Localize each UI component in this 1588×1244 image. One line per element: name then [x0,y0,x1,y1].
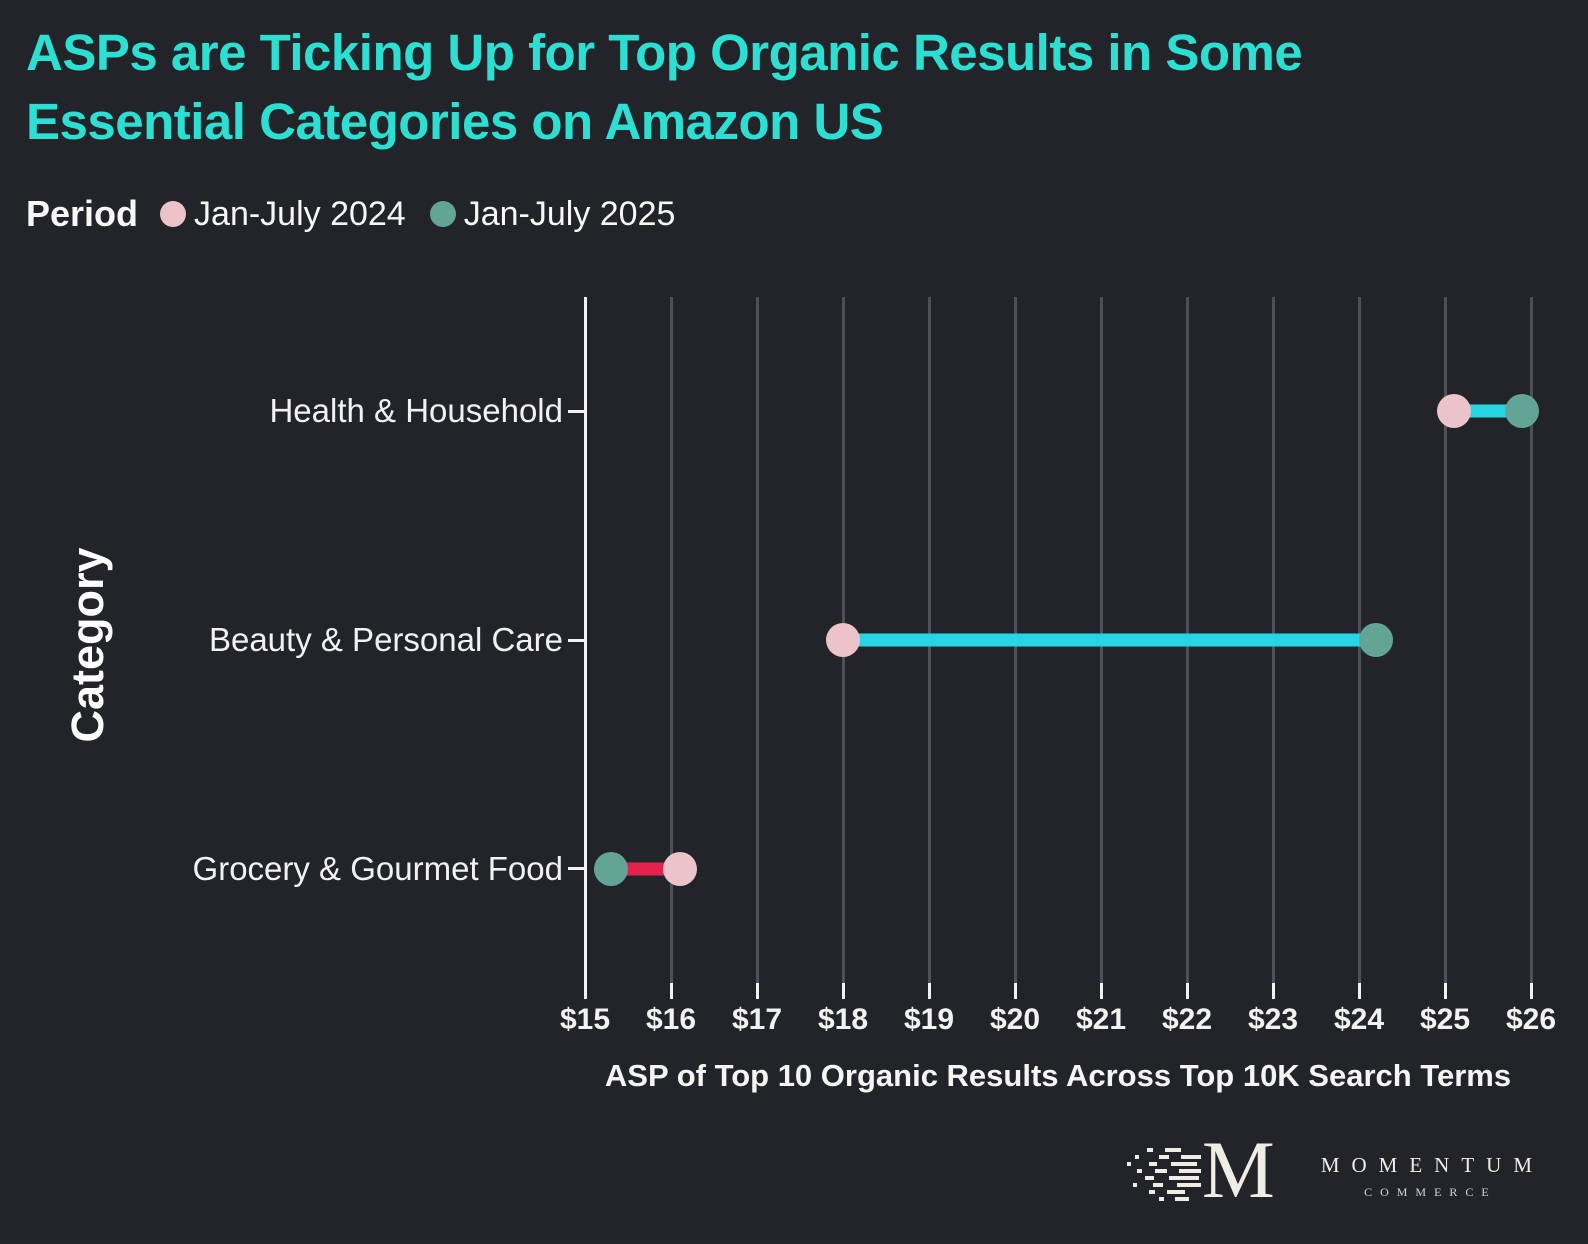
legend-title: Period [26,193,139,234]
x-tick-label: $21 [1075,1003,1127,1036]
logo-text: MOMENTUM COMMERCE [1309,1153,1544,1200]
legend-item-2025: Jan-July 2025 [429,194,676,234]
gridline [1443,297,1447,983]
category-label: Health & Household [269,392,563,430]
gridline [755,297,759,983]
category-label: Beauty & Personal Care [208,620,563,658]
legend-label-2024: Jan-July 2024 [194,194,406,233]
data-point-2025 [1505,394,1540,429]
momentum-commerce-logo: M MOMENTUM COMMERCE [1125,1128,1544,1218]
x-tick-label: $16 [645,1003,697,1036]
x-tick-label: $24 [1333,1003,1385,1036]
logo-subtitle: COMMERCE [1364,1184,1497,1199]
x-tick-label: $23 [1247,1003,1299,1036]
y-axis-tick [568,638,585,642]
x-tick-label: $19 [903,1003,955,1036]
logo-speed-lines-icon [1126,1148,1201,1201]
legend: Period Jan-July 2024 Jan-July 2025 [26,193,699,235]
chart-title: ASPs are Ticking Up for Top Organic Resu… [26,18,1546,157]
logo-name: MOMENTUM [1320,1152,1544,1177]
x-axis-tick [1357,983,1361,999]
plot-area: $15 $16 $17 $18 $19 $20 $21 $22 $23 $24 $25 $26 Heal… [193,297,1556,1036]
dumbbell-connector [1453,404,1523,418]
category-label: Grocery & Gourmet Food [192,849,563,887]
x-axis-tick [1013,983,1017,999]
logo-m-letter: M [1201,1124,1275,1215]
x-tick-label: $22 [1161,1003,1213,1036]
x-axis-tick [841,983,845,999]
x-axis-tick [669,983,673,999]
y-axis-line [584,297,587,983]
gridline [1529,297,1533,983]
x-axis-tick [583,983,587,999]
data-point-2025 [1359,623,1394,657]
chart-title-line2: Essential Categories on Amazon US [26,93,884,151]
data-point-2024 [826,623,860,657]
data-point-2024 [1436,394,1471,429]
legend-label-2025: Jan-July 2025 [463,194,676,233]
x-axis-tick [1271,983,1275,999]
x-axis-title: ASP of Top 10 Organic Results Across Top… [604,1058,1512,1093]
logo-monogram: M [1125,1128,1275,1218]
y-axis-tick [568,409,585,413]
legend-dot-2024-icon [160,201,187,227]
y-axis-tick [568,867,585,871]
x-axis-tick [1529,983,1533,999]
y-axis-title: Category [62,547,113,743]
x-axis-tick [1185,983,1189,999]
legend-dot-2025-icon [429,201,456,227]
dumbbell-connector [843,633,1377,647]
data-point-2024 [662,851,697,886]
x-tick-label: $20 [989,1003,1041,1036]
x-axis-tick [1099,983,1103,999]
x-tick-label: $18 [817,1003,869,1036]
x-tick-label: $15 [559,1003,611,1036]
x-tick-label: $25 [1419,1003,1471,1036]
data-point-2025 [593,851,628,886]
x-tick-label: $17 [731,1003,783,1036]
dumbbell-connector [610,862,680,876]
gridline [669,297,673,983]
x-axis-tick [1443,983,1447,999]
chart-title-line1: ASPs are Ticking Up for Top Organic Resu… [26,24,1303,81]
x-axis-tick [755,983,759,999]
legend-item-2024: Jan-July 2024 [160,195,406,234]
x-tick-label: $26 [1505,1003,1557,1036]
x-axis-tick [927,983,931,999]
